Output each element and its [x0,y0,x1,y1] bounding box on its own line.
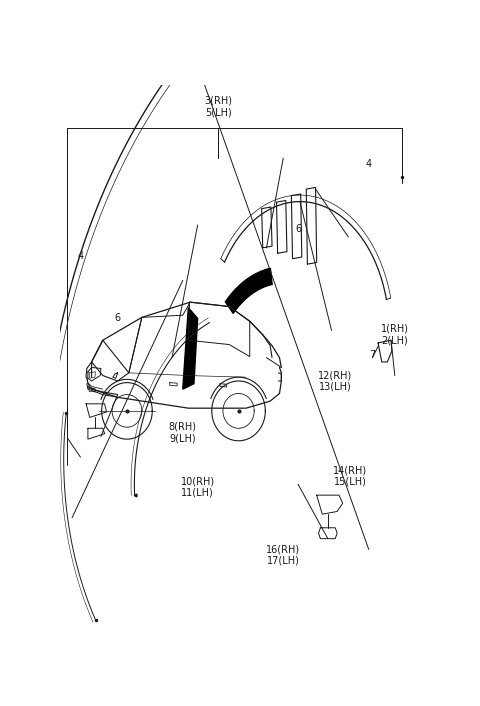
Text: 8(RH)
9(LH): 8(RH) 9(LH) [169,422,197,443]
Text: 7: 7 [369,350,376,361]
Text: 10(RH)
11(LH): 10(RH) 11(LH) [180,477,215,498]
Text: 4: 4 [77,251,84,261]
Text: 16(RH)
17(LH): 16(RH) 17(LH) [266,544,300,566]
Text: 12(RH)
13(LH): 12(RH) 13(LH) [318,370,352,392]
Text: 3(RH)
5(LH): 3(RH) 5(LH) [204,96,232,117]
Polygon shape [183,308,198,389]
Text: 6: 6 [115,313,121,323]
Text: 4: 4 [366,159,372,169]
Polygon shape [225,268,272,313]
Text: 6: 6 [295,224,301,234]
Text: 1(RH)
2(LH): 1(RH) 2(LH) [381,324,409,345]
Text: 14(RH)
15(LH): 14(RH) 15(LH) [333,465,367,487]
